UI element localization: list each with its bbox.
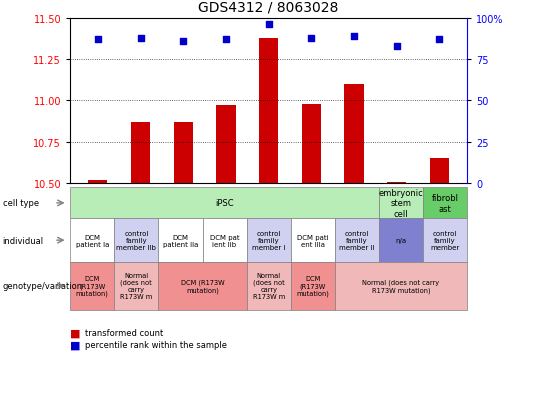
Point — [265, 22, 273, 28]
Point — [393, 43, 401, 50]
Bar — [387, 182, 407, 184]
Text: control
family
member I: control family member I — [252, 230, 286, 251]
Point — [136, 35, 145, 42]
Point — [435, 37, 444, 43]
Text: DCM
patient IIa: DCM patient IIa — [163, 234, 198, 247]
Text: fibrobl
ast: fibrobl ast — [431, 194, 458, 213]
Text: genotype/variation: genotype/variation — [3, 282, 83, 290]
Text: individual: individual — [3, 236, 44, 245]
Text: percentile rank within the sample: percentile rank within the sample — [85, 340, 227, 349]
Point — [93, 37, 102, 43]
Bar — [430, 159, 449, 184]
Bar — [174, 123, 193, 184]
Bar — [345, 85, 363, 184]
Point — [350, 33, 359, 40]
Bar — [88, 180, 107, 184]
Text: DCM
(R173W
mutation): DCM (R173W mutation) — [76, 275, 109, 297]
Text: Normal
(does not
carry
R173W m: Normal (does not carry R173W m — [253, 272, 285, 300]
Text: embryonic
stem
cell: embryonic stem cell — [379, 189, 423, 218]
Bar — [131, 123, 150, 184]
Point — [221, 37, 230, 43]
Bar — [217, 106, 235, 184]
Point — [179, 38, 187, 45]
Text: control
family
member: control family member — [430, 230, 460, 251]
Point — [307, 35, 316, 42]
Text: ■: ■ — [70, 340, 80, 350]
Text: iPSC: iPSC — [215, 199, 234, 208]
Text: DCM pat
ient IIb: DCM pat ient IIb — [210, 234, 239, 247]
Text: transformed count: transformed count — [85, 328, 164, 337]
Text: ■: ■ — [70, 328, 80, 337]
Text: Normal
(does not
carry
R173W m: Normal (does not carry R173W m — [120, 272, 152, 300]
Bar — [302, 104, 321, 184]
Text: control
family
member II: control family member II — [339, 230, 375, 251]
Title: GDS4312 / 8063028: GDS4312 / 8063028 — [199, 1, 339, 14]
Text: DCM (R173W
mutation): DCM (R173W mutation) — [181, 279, 224, 293]
Text: Normal (does not carry
R173W mutation): Normal (does not carry R173W mutation) — [362, 279, 440, 293]
Text: cell type: cell type — [3, 199, 39, 208]
Text: DCM
patient Ia: DCM patient Ia — [76, 234, 109, 247]
Text: control
family
member IIb: control family member IIb — [117, 230, 156, 251]
Bar — [259, 38, 278, 184]
Text: n/a: n/a — [395, 237, 407, 244]
Text: DCM
(R173W
mutation): DCM (R173W mutation) — [296, 275, 329, 297]
Text: DCM pati
ent IIIa: DCM pati ent IIIa — [297, 234, 328, 247]
